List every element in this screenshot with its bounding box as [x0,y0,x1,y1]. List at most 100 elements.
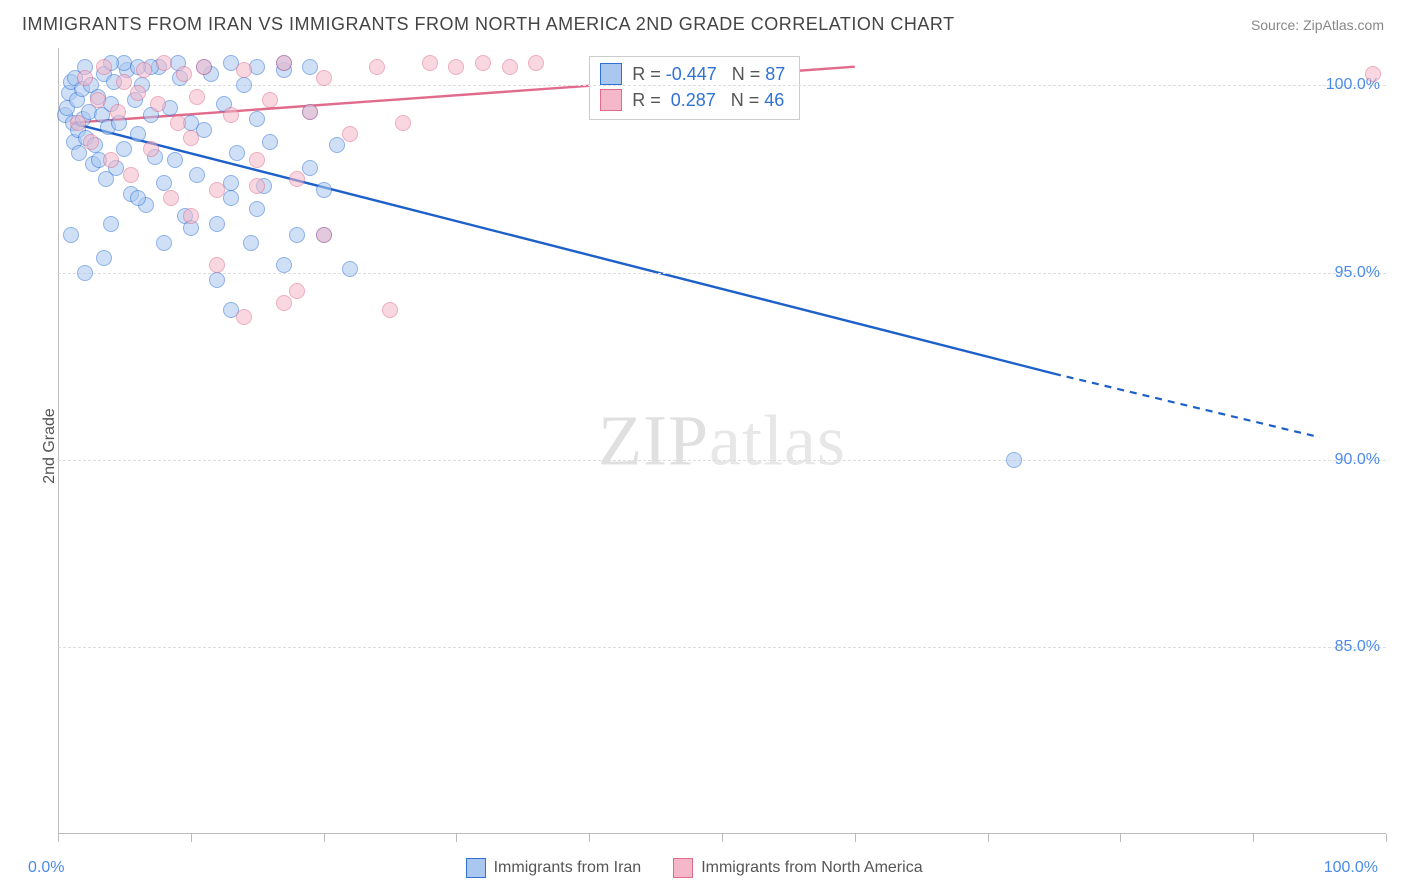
data-point [236,62,252,78]
data-point [422,55,438,71]
stat-row: R = 0.287 N = 46 [600,87,785,113]
data-point [329,137,345,153]
data-point [289,171,305,187]
watermark-text: ZIPatlas [598,400,846,483]
legend-swatch [600,63,622,85]
data-point [63,227,79,243]
data-point [316,182,332,198]
y-axis-line [58,48,59,834]
y-tick-label: 90.0% [1335,451,1380,469]
data-point [262,92,278,108]
legend-swatch [600,89,622,111]
data-point [130,190,146,206]
data-point [209,216,225,232]
plot-area: ZIPatlas R = -0.447 N = 87R = 0.287 N = … [58,48,1386,834]
data-point [289,227,305,243]
x-tick [589,834,590,842]
data-point [70,115,86,131]
data-point [170,115,186,131]
legend-swatch [466,858,486,878]
chart-title: IMMIGRANTS FROM IRAN VS IMMIGRANTS FROM … [22,14,955,35]
data-point [116,74,132,90]
data-point [77,265,93,281]
x-axis-max-label: 100.0% [1324,859,1378,877]
data-point [189,167,205,183]
x-tick [456,834,457,842]
data-point [262,134,278,150]
data-point [143,141,159,157]
data-point [229,145,245,161]
data-point [156,55,172,71]
data-point [342,126,358,142]
data-point [249,178,265,194]
legend-swatch [673,858,693,878]
data-point [209,182,225,198]
data-point [236,77,252,93]
data-point [1006,452,1022,468]
data-point [316,227,332,243]
data-point [249,111,265,127]
data-point [156,175,172,191]
data-point [196,59,212,75]
data-point [163,190,179,206]
data-point [223,107,239,123]
x-tick [58,834,59,842]
legend-label: Immigrants from North America [701,859,922,877]
data-point [96,250,112,266]
data-point [209,272,225,288]
data-point [116,141,132,157]
gridline [58,647,1386,648]
data-point [448,59,464,75]
data-point [302,104,318,120]
data-point [77,70,93,86]
data-point [276,55,292,71]
data-point [96,59,112,75]
data-point [130,126,146,142]
legend-item: Immigrants from North America [673,858,922,878]
data-point [289,283,305,299]
gridline [58,273,1386,274]
y-tick-label: 85.0% [1335,638,1380,656]
data-point [369,59,385,75]
correlation-stats-box: R = -0.447 N = 87R = 0.287 N = 46 [589,56,800,120]
data-point [183,130,199,146]
data-point [502,59,518,75]
y-axis-label: 2nd Grade [41,408,59,484]
legend-label: Immigrants from Iran [494,859,642,877]
x-tick [855,834,856,842]
x-tick [1253,834,1254,842]
data-point [103,152,119,168]
stat-row: R = -0.447 N = 87 [600,61,785,87]
x-tick [191,834,192,842]
data-point [83,134,99,150]
data-point [236,309,252,325]
data-point [302,59,318,75]
data-point [183,208,199,224]
data-point [156,235,172,251]
data-point [249,152,265,168]
data-point [302,160,318,176]
data-point [276,295,292,311]
data-point [475,55,491,71]
data-point [528,55,544,71]
data-point [136,62,152,78]
data-point [103,216,119,232]
data-point [342,261,358,277]
data-point [243,235,259,251]
data-point [90,92,106,108]
bottom-legend: 0.0% Immigrants from Iran Immigrants from… [0,858,1406,878]
x-axis-min-label: 0.0% [28,859,64,877]
data-point [316,70,332,86]
data-point [1365,66,1381,82]
gridline [58,85,1386,86]
data-point [276,257,292,273]
x-tick [1386,834,1387,842]
data-point [167,152,183,168]
x-tick [324,834,325,842]
data-point [110,104,126,120]
data-point [209,257,225,273]
data-point [382,302,398,318]
data-point [130,85,146,101]
source-attribution: Source: ZipAtlas.com [1251,17,1384,33]
data-point [123,167,139,183]
